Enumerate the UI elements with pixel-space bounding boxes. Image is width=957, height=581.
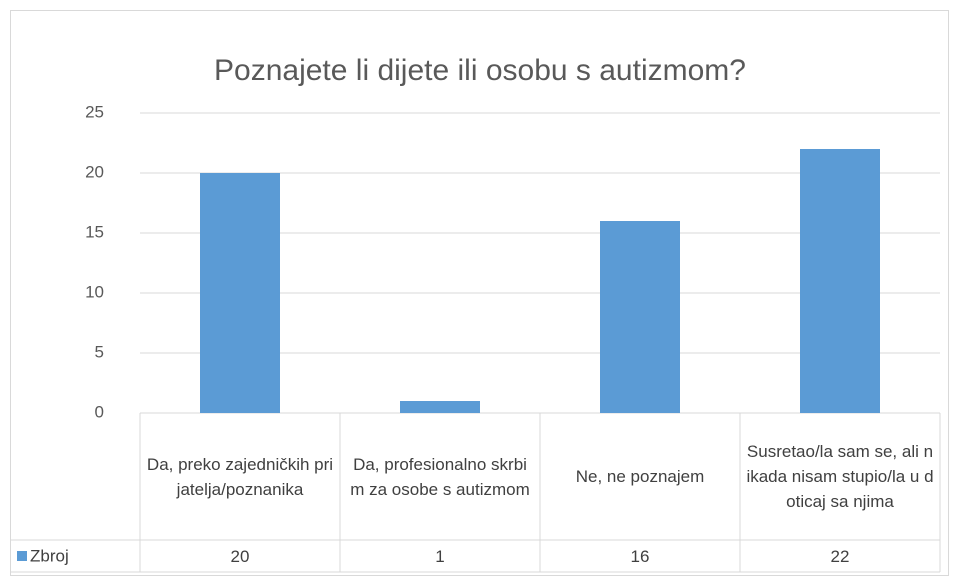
x-tick-label: Da, preko zajedničkih prijatelja/poznani… — [146, 454, 334, 499]
legend-label: Zbroj — [30, 546, 69, 565]
y-tick-label: 25 — [85, 102, 104, 121]
y-tick-label: 15 — [85, 222, 104, 241]
y-tick-label: 10 — [85, 282, 104, 301]
table-value: 20 — [230, 546, 250, 566]
x-tick-label: Susretao/la sam se, ali nikada nisam stu… — [746, 442, 934, 511]
chart-title: Poznajete li dijete ili osobu s autizmom… — [214, 54, 746, 87]
table-value: 16 — [630, 546, 650, 566]
x-tick-label: Ne, ne poznajem — [575, 467, 705, 486]
bar — [800, 149, 880, 413]
bar — [400, 401, 480, 413]
table-value: 22 — [830, 546, 850, 566]
bar — [600, 221, 680, 413]
y-tick-label: 20 — [85, 162, 104, 181]
y-tick-label: 0 — [95, 402, 104, 421]
legend-key — [17, 551, 27, 561]
table-value: 1 — [435, 546, 445, 566]
bar — [200, 173, 280, 413]
y-tick-label: 5 — [95, 342, 104, 361]
x-tick-label: Da, profesionalno skrbim za osobe s auti… — [350, 454, 530, 499]
